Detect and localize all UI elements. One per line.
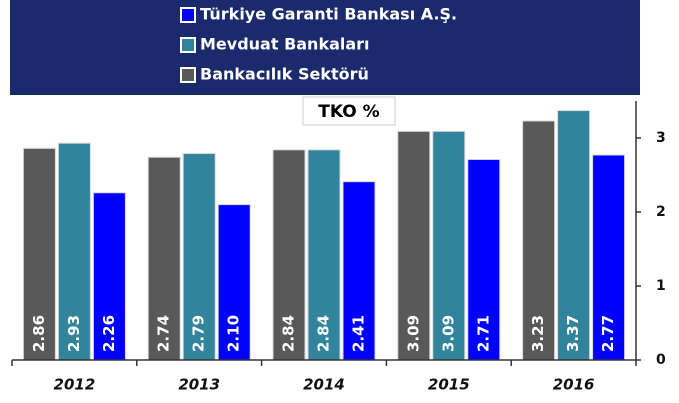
legend-swatch (180, 37, 196, 53)
legend-label: Bankacılık Sektörü (200, 65, 369, 84)
value-label: 2.74 (155, 315, 173, 352)
bar (92, 192, 126, 361)
x-tick-label: 2015 (428, 376, 470, 394)
x-tick-label: 2012 (54, 376, 96, 394)
bar (22, 147, 56, 361)
y-tick-label: 0 (656, 352, 666, 368)
x-tick-label: 2014 (303, 376, 345, 394)
chart-title: TKO % (318, 102, 379, 122)
bar (557, 110, 591, 361)
value-label: 3.23 (529, 315, 547, 352)
value-label: 3.09 (439, 315, 457, 352)
value-label: 3.09 (404, 315, 422, 352)
title-box (302, 96, 396, 126)
legend-swatch (180, 7, 196, 23)
value-label: 2.41 (350, 315, 368, 352)
bar (217, 204, 251, 361)
legend-label: Mevduat Bankaları (200, 35, 370, 54)
value-label: 2.93 (65, 315, 83, 352)
bar (432, 130, 466, 361)
value-label: 3.37 (564, 315, 582, 352)
value-label: 2.26 (100, 315, 118, 352)
legend-swatch (180, 67, 196, 83)
y-tick-label: 2 (656, 204, 666, 220)
bar (397, 130, 431, 361)
value-label: 2.79 (190, 315, 208, 352)
legend-box (10, 0, 640, 95)
bar (522, 120, 556, 361)
legend-label: Türkiye Garanti Bankası A.Ş. (200, 5, 457, 24)
value-label: 2.84 (280, 315, 298, 352)
bar (147, 156, 181, 361)
bar (467, 158, 501, 361)
value-label: 2.71 (474, 315, 492, 352)
value-label: 2.10 (225, 315, 243, 352)
bar (182, 153, 216, 361)
bar (307, 149, 341, 361)
value-label: 2.84 (315, 315, 333, 352)
y-tick-label: 3 (656, 130, 666, 146)
value-label: 2.77 (599, 315, 617, 352)
y-tick-label: 1 (656, 278, 666, 294)
bar (342, 181, 376, 361)
x-tick-label: 2013 (178, 376, 220, 394)
x-tick-label: 2016 (553, 376, 595, 394)
value-label: 2.86 (30, 315, 48, 352)
